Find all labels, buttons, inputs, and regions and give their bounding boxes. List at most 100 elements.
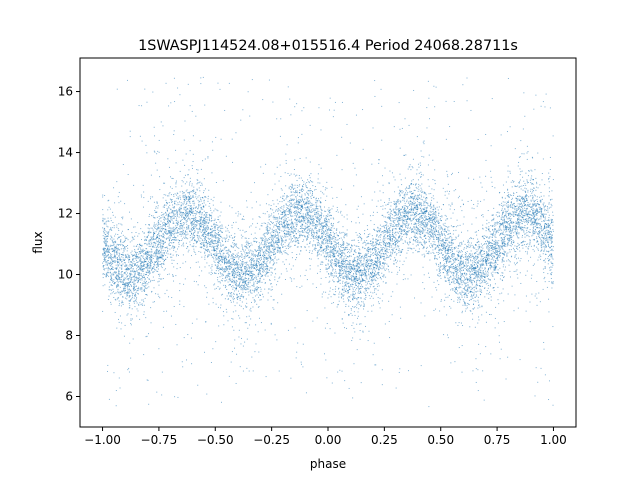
data-point [351, 298, 353, 300]
data-point [297, 238, 299, 240]
data-point [278, 225, 280, 227]
data-point [382, 256, 384, 258]
data-point [105, 223, 107, 225]
data-point [227, 281, 229, 283]
data-point [463, 247, 465, 249]
data-point [109, 272, 111, 274]
data-point [482, 236, 484, 238]
data-point [202, 243, 204, 245]
data-point [266, 256, 268, 258]
data-point [450, 252, 452, 254]
data-point [373, 274, 375, 276]
data-point [106, 267, 108, 269]
data-point [240, 272, 242, 274]
data-point [159, 241, 161, 243]
data-point [447, 248, 449, 250]
data-point [294, 211, 296, 213]
data-point [189, 237, 191, 239]
data-point [168, 214, 170, 216]
data-point [189, 177, 191, 179]
data-point [476, 271, 478, 273]
data-point [252, 265, 254, 267]
data-point [532, 234, 534, 236]
data-point [323, 221, 325, 223]
data-point [390, 224, 392, 226]
data-point [134, 263, 136, 265]
data-point [398, 222, 400, 224]
data-point [296, 226, 298, 228]
data-point [440, 299, 442, 301]
data-point [272, 189, 274, 191]
data-point [446, 253, 448, 255]
data-point [420, 187, 422, 189]
data-point [207, 243, 209, 245]
data-point [351, 284, 353, 286]
data-point [155, 261, 157, 263]
data-point [294, 231, 296, 233]
data-point [233, 273, 235, 275]
data-point [502, 233, 504, 235]
data-point [415, 186, 417, 188]
data-point [538, 211, 540, 213]
data-point [438, 256, 440, 258]
data-point [327, 229, 329, 231]
data-point [133, 290, 135, 292]
data-point [353, 296, 355, 298]
data-point [475, 276, 477, 277]
data-point [112, 269, 114, 271]
data-point [505, 214, 507, 216]
data-point [120, 243, 122, 245]
data-point [320, 217, 322, 219]
data-point [552, 221, 554, 223]
data-point [177, 198, 179, 200]
data-point [365, 244, 367, 246]
data-point [271, 259, 273, 261]
data-point [428, 216, 430, 218]
data-point [399, 194, 401, 196]
data-point [245, 255, 247, 257]
data-point [146, 244, 148, 246]
data-point [106, 273, 108, 275]
data-point [521, 229, 523, 231]
data-point [198, 205, 200, 207]
data-point [428, 250, 430, 252]
data-point [520, 219, 522, 221]
data-point [467, 240, 469, 242]
data-point [102, 253, 104, 255]
data-point [487, 271, 489, 273]
data-point [484, 257, 486, 259]
data-point [196, 188, 198, 190]
data-point [318, 228, 320, 230]
data-point [472, 291, 474, 293]
data-point [314, 237, 316, 239]
data-point [521, 204, 523, 206]
data-point [366, 249, 368, 251]
data-point [380, 242, 382, 244]
data-point [471, 244, 473, 246]
data-point [415, 230, 417, 232]
data-point [291, 231, 293, 233]
data-point [360, 269, 362, 271]
data-point [204, 219, 206, 221]
data-point [129, 275, 131, 277]
data-point [402, 224, 404, 226]
data-point [219, 234, 221, 236]
data-point [278, 246, 280, 248]
data-point [133, 275, 135, 277]
data-point [465, 302, 467, 304]
data-point [465, 308, 467, 310]
data-point [139, 252, 141, 254]
data-point [410, 208, 412, 210]
data-point [168, 220, 170, 222]
data-point [534, 212, 536, 214]
data-point [117, 283, 119, 285]
data-point [503, 242, 505, 244]
data-point [212, 256, 214, 258]
data-point [217, 257, 219, 259]
data-point [423, 212, 425, 214]
data-point [519, 208, 521, 210]
data-point [205, 223, 207, 225]
data-point [161, 267, 163, 269]
data-point [301, 204, 303, 206]
data-point [458, 250, 460, 252]
